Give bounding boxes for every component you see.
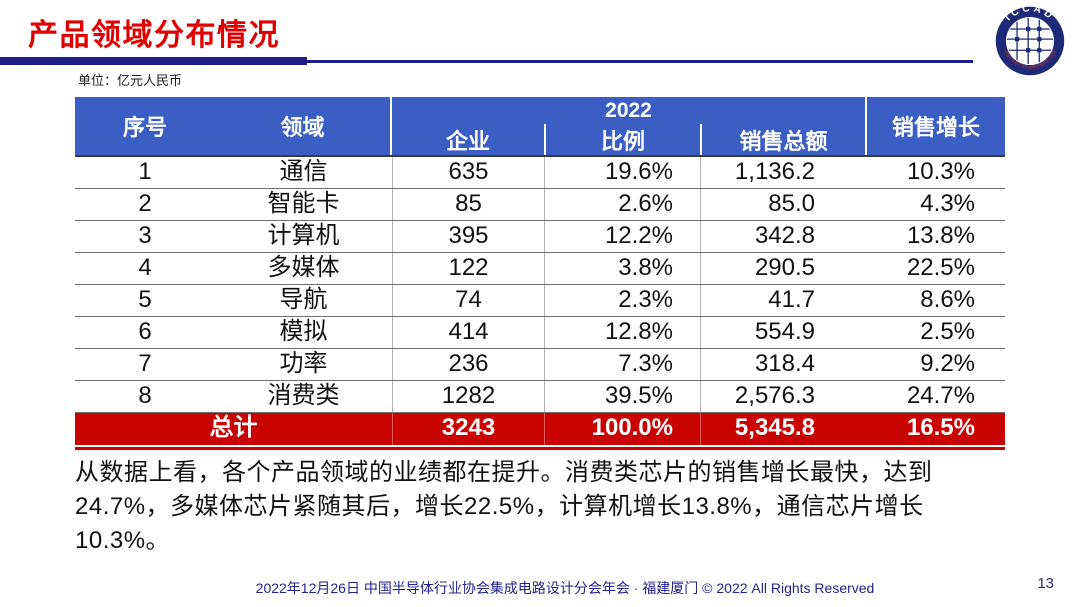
total-row-underline bbox=[75, 447, 1005, 450]
iccad-logo: ICCAD 中国半导体行业协会集成电路设计分会 bbox=[993, 3, 1067, 78]
table-row: 6 模拟 414 12.8% 554.9 2.5% bbox=[75, 317, 1005, 349]
table-row: 7 功率 236 7.3% 318.4 9.2% bbox=[75, 349, 1005, 381]
table-total-row: 总计 3243 100.0% 5,345.8 16.5% bbox=[75, 413, 1005, 445]
header-ratio: 比例 bbox=[544, 124, 700, 155]
cell-companies: 85 bbox=[392, 189, 544, 220]
total-growth: 16.5% bbox=[906, 414, 975, 441]
header-growth: 销售增长 bbox=[865, 97, 1005, 155]
total-sales: 5,345.8 bbox=[700, 413, 865, 445]
cell-ratio: 12.2% bbox=[544, 221, 700, 252]
cell-seq: 6 bbox=[138, 318, 152, 345]
cell-ratio: 2.3% bbox=[544, 285, 700, 316]
cell-domain: 功率 bbox=[279, 350, 328, 377]
page-number: 13 bbox=[1037, 575, 1054, 592]
cell-domain: 智能卡 bbox=[267, 190, 340, 217]
table-body: 1 通信 635 19.6% 1,136.2 10.3% 2 智能卡 85 2.… bbox=[75, 157, 1005, 445]
cell-ratio: 2.6% bbox=[544, 189, 700, 220]
title-rule bbox=[0, 57, 973, 65]
cell-seq: 7 bbox=[138, 350, 152, 377]
table-row: 2 智能卡 85 2.6% 85.0 4.3% bbox=[75, 189, 1005, 221]
cell-domain: 消费类 bbox=[267, 382, 340, 409]
cell-companies: 395 bbox=[392, 221, 544, 252]
cell-sales: 290.5 bbox=[700, 253, 865, 284]
table-header: 序号 领域 2022 企业 比例 销售总额 销售增长 bbox=[75, 97, 1005, 157]
cell-growth: 9.2% bbox=[920, 350, 975, 377]
product-domain-table: 序号 领域 2022 企业 比例 销售总额 销售增长 1 通信 635 19.6… bbox=[75, 97, 1005, 445]
cell-growth: 4.3% bbox=[920, 190, 975, 217]
cell-companies: 74 bbox=[392, 285, 544, 316]
title-rule-thick-segment bbox=[0, 57, 307, 65]
cell-domain: 多媒体 bbox=[267, 254, 340, 281]
cell-ratio: 39.5% bbox=[544, 381, 700, 412]
summary-paragraph: 从数据上看，各个产品领域的业绩都在提升。消费类芯片的销售增长最快，达到 24.7… bbox=[75, 456, 1035, 558]
page-title: 产品领域分布情况 bbox=[28, 19, 280, 52]
table-row: 8 消费类 1282 39.5% 2,576.3 24.7% bbox=[75, 381, 1005, 413]
cell-growth: 10.3% bbox=[906, 158, 975, 185]
cell-sales: 85.0 bbox=[700, 189, 865, 220]
title-rule-thin-segment bbox=[307, 59, 973, 63]
header-sales: 销售总额 bbox=[700, 124, 865, 155]
table-row: 3 计算机 395 12.2% 342.8 13.8% bbox=[75, 221, 1005, 253]
cell-ratio: 19.6% bbox=[544, 157, 700, 188]
cell-sales: 342.8 bbox=[700, 221, 865, 252]
table-row: 5 导航 74 2.3% 41.7 8.6% bbox=[75, 285, 1005, 317]
header-seq: 序号 bbox=[122, 115, 167, 140]
header-companies: 企业 bbox=[445, 128, 490, 154]
cell-growth: 22.5% bbox=[906, 254, 975, 281]
header-domain: 领域 bbox=[215, 97, 392, 155]
cell-growth: 13.8% bbox=[906, 222, 975, 249]
summary-line-2: 24.7%，多媒体芯片紧随其后，增长22.5%，计算机增长13.8%，通信芯片增… bbox=[75, 493, 924, 520]
total-label: 总计 bbox=[209, 414, 258, 441]
table-row: 1 通信 635 19.6% 1,136.2 10.3% bbox=[75, 157, 1005, 189]
total-ratio: 100.0% bbox=[544, 413, 700, 445]
cell-companies: 122 bbox=[392, 253, 544, 284]
cell-sales: 1,136.2 bbox=[700, 157, 865, 188]
cell-ratio: 3.8% bbox=[544, 253, 700, 284]
cell-ratio: 7.3% bbox=[544, 349, 700, 380]
cell-domain: 通信 bbox=[279, 158, 328, 185]
iccad-logo-icon: ICCAD 中国半导体行业协会集成电路设计分会 bbox=[995, 3, 1065, 76]
summary-line-1: 从数据上看，各个产品领域的业绩都在提升。消费类芯片的销售增长最快，达到 bbox=[75, 459, 933, 486]
header-year-2022: 2022 bbox=[605, 98, 652, 122]
cell-seq: 4 bbox=[138, 254, 152, 281]
table-row: 4 多媒体 122 3.8% 290.5 22.5% bbox=[75, 253, 1005, 285]
cell-seq: 8 bbox=[138, 382, 152, 409]
cell-sales: 2,576.3 bbox=[700, 381, 865, 412]
cell-companies: 635 bbox=[392, 157, 544, 188]
cell-domain: 模拟 bbox=[279, 318, 328, 345]
cell-domain: 导航 bbox=[279, 286, 328, 313]
cell-companies: 414 bbox=[392, 317, 544, 348]
cell-sales: 318.4 bbox=[700, 349, 865, 380]
cell-seq: 2 bbox=[138, 190, 152, 217]
cell-sales: 41.7 bbox=[700, 285, 865, 316]
cell-ratio: 12.8% bbox=[544, 317, 700, 348]
cell-companies: 1282 bbox=[392, 381, 544, 412]
cell-companies: 236 bbox=[392, 349, 544, 380]
cell-growth: 24.7% bbox=[906, 382, 975, 409]
unit-label: 单位：亿元人民币 bbox=[78, 73, 183, 88]
cell-seq: 1 bbox=[138, 158, 152, 185]
cell-growth: 2.5% bbox=[920, 318, 975, 345]
cell-growth: 8.6% bbox=[920, 286, 975, 313]
cell-seq: 5 bbox=[138, 286, 152, 313]
cell-seq: 3 bbox=[138, 222, 152, 249]
total-companies: 3243 bbox=[392, 413, 544, 445]
summary-line-3: 10.3%。 bbox=[75, 527, 171, 554]
cell-sales: 554.9 bbox=[700, 317, 865, 348]
cell-domain: 计算机 bbox=[267, 222, 340, 249]
footer-text: 2022年12月26日 中国半导体行业协会集成电路设计分会年会 · 福建厦门 ©… bbox=[255, 580, 875, 596]
